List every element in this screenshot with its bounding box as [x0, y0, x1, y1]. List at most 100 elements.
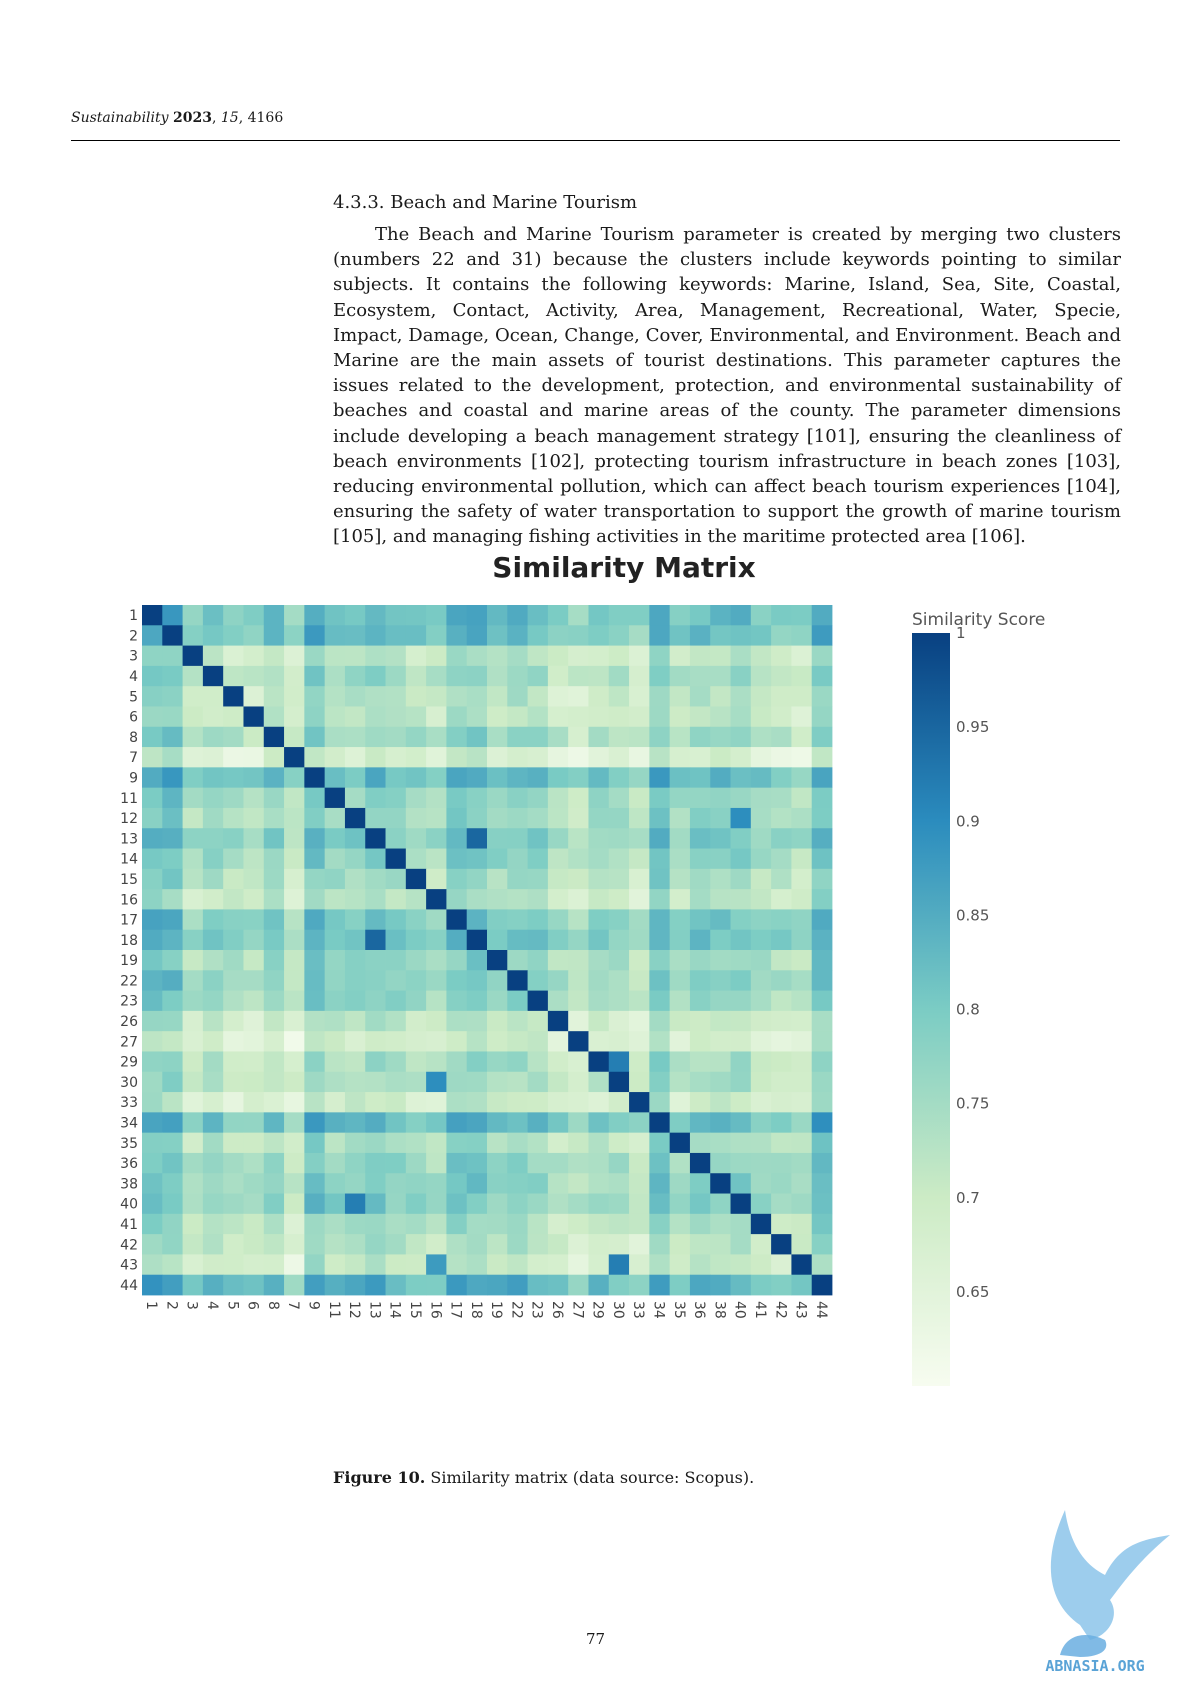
heatmap-cell: [547, 848, 569, 870]
heatmap-cell: [689, 1234, 711, 1255]
heatmap-cell: [385, 686, 407, 707]
heatmap-cell: [629, 1071, 650, 1093]
heatmap-cell: [202, 1071, 224, 1093]
heatmap-cell: [202, 767, 224, 789]
heatmap-cell: [304, 828, 326, 849]
heatmap-cell: [689, 1071, 711, 1093]
heatmap-cell: [629, 909, 650, 931]
body-paragraph: The Beach and Marine Tourism parameter i…: [333, 224, 1121, 548]
heatmap-cell: [750, 1031, 772, 1052]
heatmap-cell: [487, 706, 508, 728]
heatmap-cell: [426, 1173, 447, 1194]
heatmap-cell: [791, 970, 813, 991]
heatmap-cell: [466, 1112, 488, 1134]
heatmap-cell: [588, 828, 610, 849]
y-tick-label: 23: [120, 994, 138, 1010]
heatmap-cell: [649, 767, 671, 789]
heatmap-cell: [142, 1132, 163, 1154]
heatmap-cell: [547, 929, 569, 951]
heatmap-cell: [649, 1274, 671, 1296]
heatmap-cell: [527, 1051, 549, 1073]
heatmap-cell: [547, 1112, 569, 1134]
heatmap-cell: [547, 1071, 569, 1093]
heatmap-cell: [263, 1051, 285, 1073]
heatmap-cell: [243, 767, 265, 789]
heatmap-cell: [385, 625, 407, 646]
heatmap-cell: [811, 807, 833, 829]
heatmap-cell: [446, 787, 468, 809]
heatmap-cell: [162, 1173, 183, 1194]
heatmap-cell: [568, 828, 589, 849]
heatmap-cell: [507, 889, 528, 910]
heatmap-cell: [811, 1254, 833, 1276]
heatmap-cell: [730, 747, 752, 768]
heatmap-cell: [527, 1010, 549, 1032]
heatmap-cell: [446, 1051, 468, 1073]
x-tick-label: 11: [326, 1301, 342, 1319]
heatmap-cell: [405, 665, 427, 687]
heatmap-cell: [446, 970, 468, 991]
heatmap-cell: [771, 1274, 792, 1296]
heatmap-cell: [669, 1051, 691, 1073]
heatmap-cell: [649, 1092, 671, 1113]
y-tick-label: 36: [120, 1156, 138, 1172]
heatmap-cell: [791, 1193, 813, 1215]
heatmap-cell: [811, 1031, 833, 1052]
heatmap-cell: [791, 909, 813, 931]
heatmap-cell: [162, 1112, 183, 1134]
heatmap-cell: [142, 1031, 163, 1052]
heatmap-cell: [750, 1010, 772, 1032]
heatmap-cell: [446, 950, 468, 971]
heatmap-cell: [588, 807, 610, 829]
heatmap-cell: [263, 665, 285, 687]
heatmap-cell: [324, 1071, 346, 1093]
heatmap-cell: [568, 706, 589, 728]
heatmap-cell: [750, 970, 772, 991]
heatmap-cell: [284, 787, 305, 809]
heatmap-cell: [689, 929, 711, 951]
heatmap-cell: [243, 1132, 265, 1154]
heatmap-cell: [608, 1152, 630, 1174]
heatmap-cell: [507, 990, 528, 1012]
heatmap-cell: [689, 1274, 711, 1296]
heatmap-cell: [344, 1010, 366, 1032]
heatmap-cell: [405, 747, 427, 768]
heatmap-cell: [750, 848, 772, 870]
heatmap-cell: [466, 1010, 488, 1032]
heatmap-cell: [689, 665, 711, 687]
heatmap-cell: [405, 706, 427, 728]
heatmap-cell: [243, 970, 265, 991]
heatmap-cell: [324, 1254, 346, 1276]
heatmap-cell: [446, 1071, 468, 1093]
heatmap-cell: [487, 848, 508, 870]
heatmap-cell: [771, 970, 792, 991]
heatmap-cell: [426, 605, 447, 626]
heatmap-cell: [730, 1010, 752, 1032]
heatmap-cell: [608, 1092, 630, 1113]
heatmap-cell: [710, 807, 731, 829]
heatmap-cell: [649, 726, 671, 748]
heatmap-cell: [710, 990, 731, 1012]
heatmap-cell: [365, 1051, 386, 1073]
heatmap-cell: [629, 767, 650, 789]
heatmap-cell: [547, 807, 569, 829]
heatmap-cell: [243, 625, 265, 646]
heatmap-cell: [649, 828, 671, 849]
heatmap-cell: [608, 1112, 630, 1134]
heatmap-cell: [202, 1132, 224, 1154]
heatmap-cell: [791, 1071, 813, 1093]
heatmap-cell: [507, 645, 528, 667]
heatmap-cell: [182, 1132, 204, 1154]
heatmap-cell: [750, 1112, 772, 1134]
heatmap-cell: [750, 807, 772, 829]
heatmap-cell: [385, 645, 407, 667]
heatmap-cell: [446, 1112, 468, 1134]
heatmap-cell: [344, 828, 366, 849]
heatmap-cell: [223, 828, 244, 849]
heatmap-cell: [547, 889, 569, 910]
heatmap-cell: [365, 1092, 386, 1113]
heatmap-cell: [344, 625, 366, 646]
heatmap-cell: [284, 828, 305, 849]
heatmap-cell: [182, 726, 204, 748]
x-tick-label: 13: [366, 1301, 382, 1319]
